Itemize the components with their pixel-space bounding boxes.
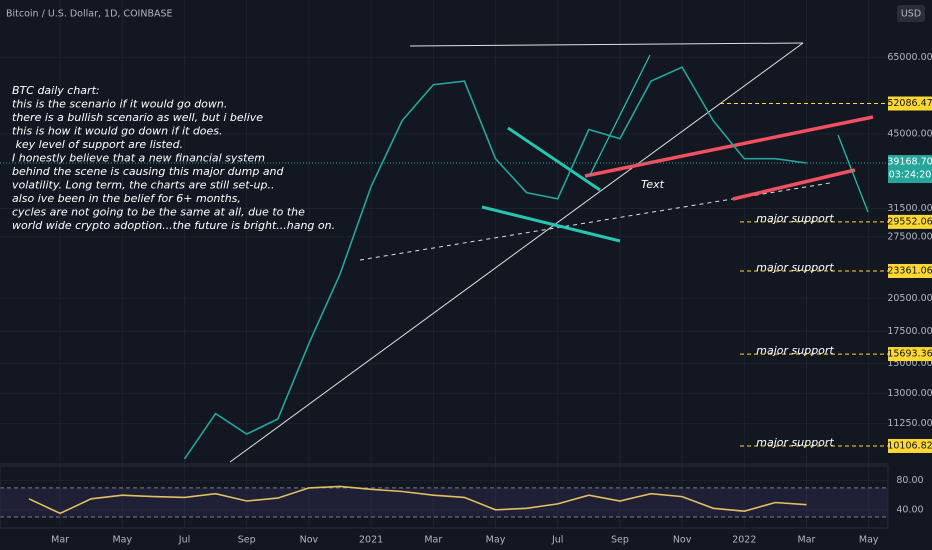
arrow bbox=[837, 134, 869, 213]
x-tick-label: 2022 bbox=[732, 535, 756, 546]
support-text: major support bbox=[756, 212, 834, 225]
y-tick-label: 11250.00 bbox=[887, 418, 932, 429]
y-tick-label: 31500.00 bbox=[887, 203, 932, 214]
rsi-panel bbox=[0, 465, 889, 529]
x-tick-label: May bbox=[486, 535, 506, 546]
level-label: 52086.47 bbox=[887, 98, 932, 109]
x-tick-label: Mar bbox=[51, 535, 69, 546]
trendline bbox=[409, 42, 804, 47]
y-tick-label: 65000.00 bbox=[887, 52, 932, 63]
x-tick-label: Jul bbox=[551, 535, 563, 546]
y-tick-label: 27500.00 bbox=[887, 231, 932, 242]
note-line: key level of support are listed. bbox=[12, 138, 183, 151]
annotation: Text bbox=[641, 178, 665, 191]
level-label: 10106.82 bbox=[887, 440, 932, 451]
level-box bbox=[888, 214, 932, 229]
last-price-box bbox=[888, 155, 932, 184]
note-line: volatility. Long term, the charts are st… bbox=[12, 179, 274, 192]
last-price-label: 39168.70 bbox=[887, 157, 932, 168]
level-label: 23361.06 bbox=[887, 265, 932, 276]
y-tick-label: 20500.00 bbox=[887, 293, 932, 304]
grid-layer bbox=[0, 0, 888, 528]
note-line: I honestly believe that a new financial … bbox=[12, 152, 265, 165]
note-line: there is a bullish scenario as well, but… bbox=[12, 111, 263, 124]
x-tick-label: May bbox=[859, 535, 879, 546]
x-tick-label: Nov bbox=[673, 535, 692, 546]
x-tick-label: May bbox=[112, 535, 132, 546]
note-line: cycles are not going to be the same at a… bbox=[12, 206, 305, 219]
x-tick-label: Mar bbox=[798, 535, 816, 546]
note-line: also ive been in the belief for 6+ month… bbox=[12, 192, 241, 205]
chart-title: Bitcoin / U.S. Dollar, 1D, COINBASE bbox=[6, 9, 173, 20]
level-box bbox=[888, 263, 932, 278]
x-tick-label: Sep bbox=[238, 535, 256, 546]
note-line: BTC daily chart: bbox=[12, 84, 100, 97]
support-text: major support bbox=[756, 261, 834, 274]
x-tick-label: Jul bbox=[178, 535, 190, 546]
y-tick-label: 40.00 bbox=[896, 504, 923, 515]
series-line bbox=[183, 66, 807, 460]
rsi-band bbox=[0, 487, 888, 518]
countdown: 03:24:20 bbox=[889, 170, 932, 181]
note-line: world wide crypto adoption...the future … bbox=[12, 219, 335, 232]
y-tick-label: 15000.00 bbox=[887, 358, 932, 369]
note-line: this is how it would go down if it does. bbox=[12, 125, 223, 138]
channel-line bbox=[584, 115, 874, 178]
note: BTC daily chart: this is the scenario if … bbox=[12, 84, 335, 232]
level-label: 15693.36 bbox=[887, 349, 932, 360]
trendline bbox=[229, 42, 804, 463]
x-tick-label: Nov bbox=[300, 535, 319, 546]
x-tick-label: Mar bbox=[424, 535, 442, 546]
level-label: 29552.06 bbox=[887, 216, 932, 227]
arrow bbox=[589, 54, 651, 176]
series-line bbox=[28, 485, 807, 515]
support-text: major support bbox=[756, 436, 834, 449]
channel-line bbox=[732, 168, 856, 201]
y-tick-label: 45000.00 bbox=[887, 129, 932, 140]
note-line: this is the scenario if it would go down… bbox=[12, 98, 227, 111]
x-tick-label: Sep bbox=[611, 535, 629, 546]
level-box bbox=[888, 438, 932, 453]
y-tick-label: 17500.00 bbox=[887, 326, 932, 337]
y-tick-label: 80.00 bbox=[896, 475, 923, 486]
wedge-line bbox=[481, 205, 621, 243]
support-text: major support bbox=[756, 344, 834, 357]
level-box bbox=[888, 347, 932, 362]
currency-label: USD bbox=[901, 9, 921, 20]
y-tick-label: 13000.00 bbox=[887, 388, 932, 399]
note-line: behind the scene is causing this major d… bbox=[12, 165, 285, 178]
currency-button[interactable] bbox=[897, 5, 925, 22]
wedge-line bbox=[507, 126, 601, 192]
x-tick-label: 2021 bbox=[359, 535, 383, 546]
level-box bbox=[888, 96, 932, 111]
